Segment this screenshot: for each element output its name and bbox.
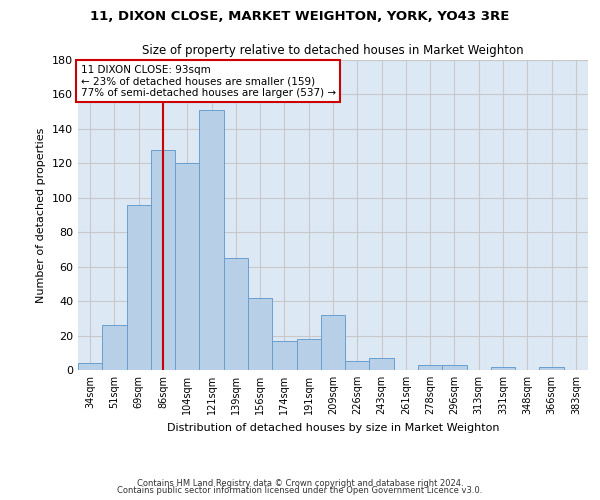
Bar	[345, 362, 370, 370]
Bar	[442, 365, 467, 370]
Bar	[151, 150, 175, 370]
Text: 11 DIXON CLOSE: 93sqm
← 23% of detached houses are smaller (159)
77% of semi-det: 11 DIXON CLOSE: 93sqm ← 23% of detached …	[80, 64, 335, 98]
Bar	[102, 325, 127, 370]
Text: Contains HM Land Registry data © Crown copyright and database right 2024.: Contains HM Land Registry data © Crown c…	[137, 478, 463, 488]
Bar	[370, 358, 394, 370]
Bar	[491, 366, 515, 370]
Bar	[175, 164, 199, 370]
Bar	[321, 315, 345, 370]
Text: 11, DIXON CLOSE, MARKET WEIGHTON, YORK, YO43 3RE: 11, DIXON CLOSE, MARKET WEIGHTON, YORK, …	[91, 10, 509, 23]
Bar	[199, 110, 224, 370]
Title: Size of property relative to detached houses in Market Weighton: Size of property relative to detached ho…	[142, 44, 524, 58]
Bar	[224, 258, 248, 370]
X-axis label: Distribution of detached houses by size in Market Weighton: Distribution of detached houses by size …	[167, 422, 499, 432]
Bar	[418, 365, 442, 370]
Y-axis label: Number of detached properties: Number of detached properties	[37, 128, 46, 302]
Bar	[539, 366, 564, 370]
Bar	[78, 363, 102, 370]
Bar	[127, 204, 151, 370]
Text: Contains public sector information licensed under the Open Government Licence v3: Contains public sector information licen…	[118, 486, 482, 495]
Bar	[296, 339, 321, 370]
Bar	[272, 340, 296, 370]
Bar	[248, 298, 272, 370]
